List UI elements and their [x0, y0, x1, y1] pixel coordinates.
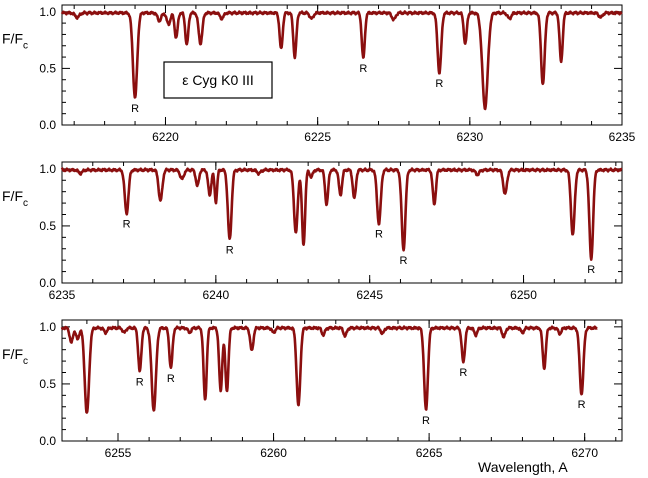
line-label-R: R: [400, 255, 408, 267]
y-tick-label: 0.0: [39, 434, 56, 448]
x-tick-label: 6245: [356, 288, 383, 302]
line-label-R: R: [359, 63, 367, 75]
line-label-R: R: [136, 376, 144, 388]
line-label-R: R: [226, 245, 234, 257]
x-tick-label: 6235: [49, 288, 76, 302]
line-label-R: R: [167, 373, 175, 385]
x-tick-label: 6265: [416, 446, 443, 460]
line-label-R: R: [435, 78, 443, 90]
y-tick-label: 0.5: [39, 219, 56, 233]
y-tick-label: 0.5: [39, 377, 56, 391]
y-tick-label: 1.0: [39, 162, 56, 176]
spectrum-panel-2: 6235 6240 6245 6250 0.0 0.5 1.0 F/Fc R R R R R: [2, 161, 623, 302]
x-axis-label: Wavelength, A: [478, 459, 568, 475]
spectrum-line: [60, 167, 623, 261]
line-label-R: R: [578, 399, 586, 411]
panel-frame: [61, 4, 623, 126]
spectrum-line: [60, 10, 623, 111]
y-tick-label: 1.0: [39, 5, 56, 19]
spectrum-line: [60, 325, 599, 414]
spectrum-panel-1: 6220 6225 6230 6235 0.0 0.5 1.0 F/Fc R R R: [2, 4, 636, 144]
x-tick-label: 6225: [304, 130, 331, 144]
x-tick-label: 6250: [510, 288, 537, 302]
line-label-R: R: [587, 264, 595, 276]
y-axis-label: F/Fc: [2, 30, 28, 51]
x-tick-label: 6230: [456, 130, 483, 144]
y-tick-label: 0.5: [39, 61, 56, 75]
line-label-R: R: [131, 103, 139, 115]
x-tick-label: 6220: [152, 130, 179, 144]
line-label-R: R: [422, 415, 430, 427]
line-label-R: R: [459, 367, 467, 379]
x-tick-label: 6240: [202, 288, 229, 302]
x-tick-label: 6255: [105, 446, 132, 460]
line-label-R: R: [123, 218, 131, 230]
x-tick-label: 6260: [260, 446, 287, 460]
y-tick-label: 0.0: [39, 118, 56, 132]
panel-frame: [61, 161, 623, 284]
panel-frame: [61, 319, 623, 442]
x-tick-label: 6270: [571, 446, 598, 460]
x-tick-label: 6235: [609, 130, 636, 144]
y-tick-label: 0.0: [39, 276, 56, 290]
star-label-box: ε Cyg K0 III: [163, 61, 273, 99]
spectrum-panel-3: 6255 6260 6265 6270 0.0 0.5 1.0 F/Fc R R R R R: [2, 319, 623, 460]
star-label-frame: [163, 61, 273, 99]
line-label-R: R: [375, 229, 383, 241]
y-axis-label: F/Fc: [2, 188, 28, 209]
y-axis-label: F/Fc: [2, 346, 28, 367]
y-tick-label: 1.0: [39, 320, 56, 334]
star-label: ε Cyg K0 III: [182, 72, 254, 88]
